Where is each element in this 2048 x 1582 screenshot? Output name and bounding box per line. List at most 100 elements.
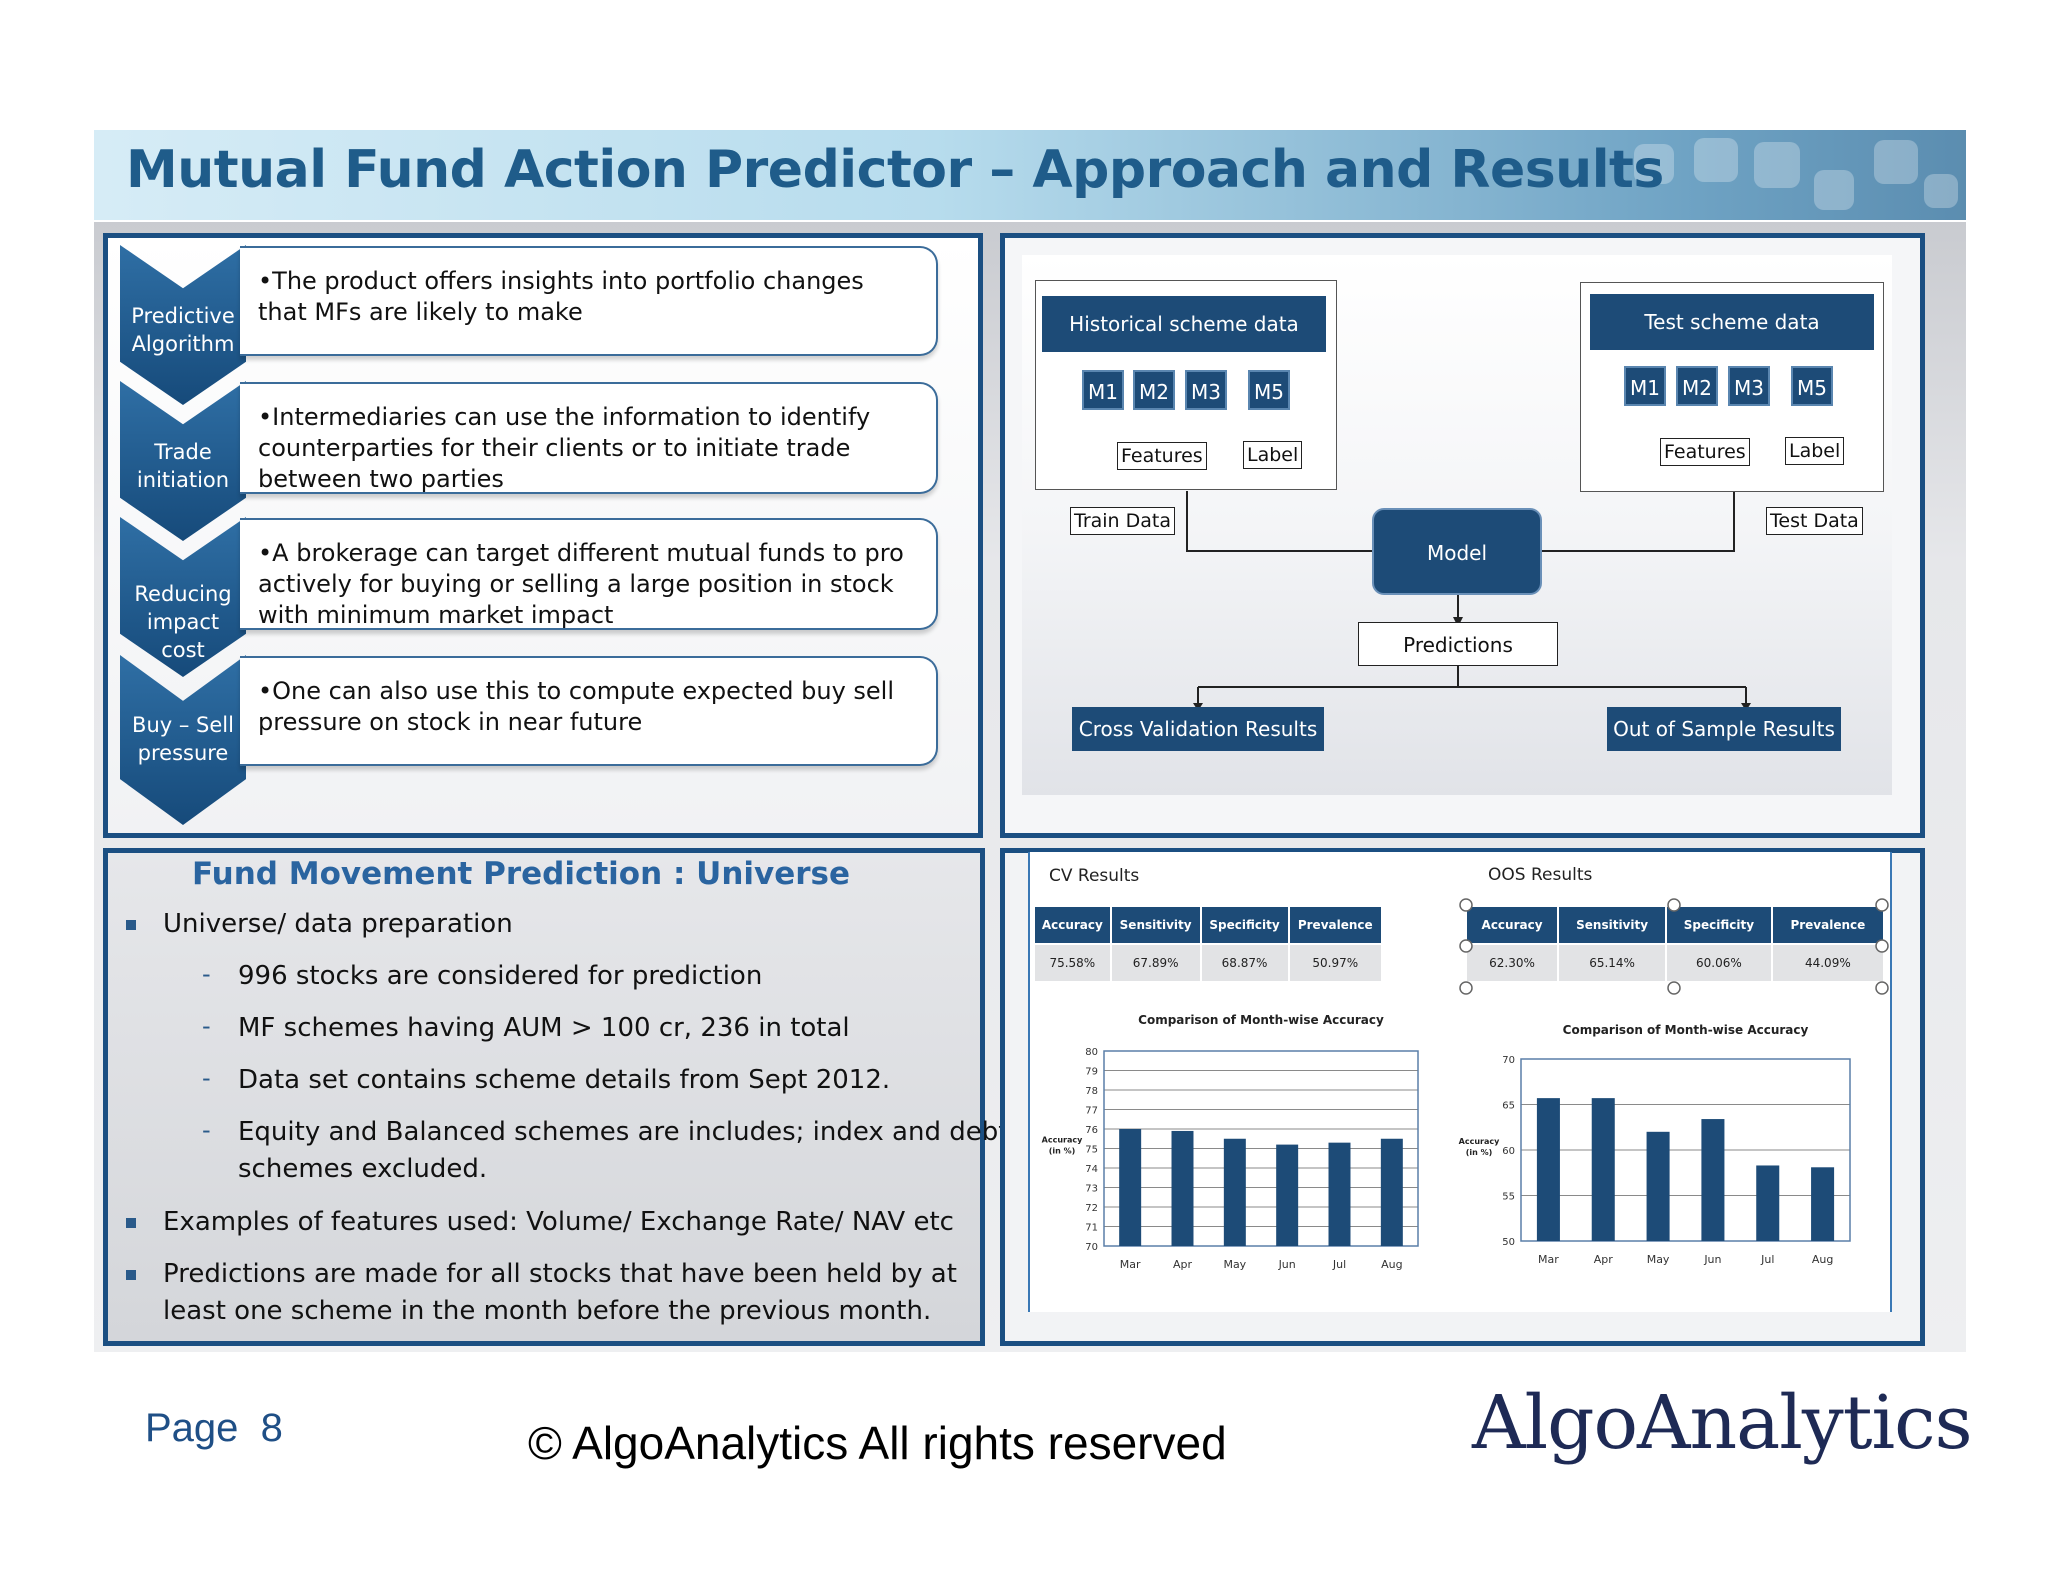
dash: - bbox=[202, 1116, 211, 1144]
label-line: Buy – Sell bbox=[132, 713, 234, 737]
header-specificity: Specificity bbox=[1199, 905, 1290, 945]
y-tick-label: 79 bbox=[1085, 1067, 1098, 1078]
chevron-label: Trade initiation bbox=[120, 438, 246, 494]
m3-box: M3 bbox=[1728, 366, 1770, 406]
universe-panel bbox=[103, 848, 985, 1346]
bar-may bbox=[1646, 1131, 1670, 1241]
bar-apr bbox=[1171, 1130, 1194, 1246]
approach-text: •The product offers insights into portfo… bbox=[240, 246, 938, 356]
cv-accuracy-chart: Comparison of Month-wise Accuracy 70 71 72 7… bbox=[1042, 1013, 1419, 1271]
model-box: Model bbox=[1372, 508, 1542, 595]
y-tick-label: 65 bbox=[1502, 1101, 1515, 1112]
cv-results-box: Cross Validation Results bbox=[1072, 707, 1324, 751]
page-number: Page 8 bbox=[145, 1406, 283, 1451]
y-axis-label-unit: (in %) bbox=[1049, 1147, 1076, 1156]
label-line: Reducing bbox=[134, 582, 232, 606]
header-accuracy: Accuracy bbox=[1464, 905, 1560, 945]
x-tick-label: Mar bbox=[1120, 1258, 1141, 1271]
y-tick-label: 78 bbox=[1085, 1086, 1098, 1097]
oos-accuracy-chart: Comparison of Month-wise Accuracy 50 55 60 6… bbox=[1459, 1023, 1851, 1266]
chart-title: Comparison of Month-wise Accuracy bbox=[1563, 1023, 1809, 1037]
y-tick-label: 70 bbox=[1502, 1055, 1515, 1066]
m1-box: M1 bbox=[1624, 366, 1666, 406]
bar-may bbox=[1223, 1138, 1246, 1246]
label-line: cost bbox=[161, 638, 205, 662]
bar-aug bbox=[1380, 1138, 1403, 1246]
bar-jul bbox=[1756, 1165, 1780, 1241]
bar-apr bbox=[1591, 1098, 1615, 1241]
plot-frame bbox=[1520, 1058, 1851, 1242]
chevron-label: Reducing impact cost bbox=[120, 580, 246, 664]
oos-sensitivity: 65.14% bbox=[1557, 943, 1668, 983]
bar-mar bbox=[1119, 1129, 1142, 1246]
label-line: Predictive bbox=[131, 304, 235, 328]
label-tag: Label bbox=[1243, 441, 1303, 469]
oos-prevalence: 44.09% bbox=[1770, 943, 1886, 983]
approach-text: •One can also use this to compute expect… bbox=[240, 656, 938, 766]
x-tick-label: May bbox=[1223, 1258, 1246, 1271]
test-data-tag: Test Data bbox=[1766, 507, 1863, 535]
universe-title: Fund Movement Prediction : Universe bbox=[192, 856, 851, 892]
y-tick-label: 77 bbox=[1085, 1106, 1098, 1117]
oos-results-title: OOS Results bbox=[1488, 865, 1593, 885]
test-scheme-data: Test scheme data bbox=[1590, 294, 1874, 350]
y-axis-label-unit: (in %) bbox=[1466, 1148, 1493, 1157]
label-tag: Label bbox=[1785, 437, 1845, 465]
company-logo: AlgoAnalytics bbox=[1472, 1380, 1973, 1466]
bullet bbox=[126, 920, 136, 930]
label-line: Algorithm bbox=[131, 332, 235, 356]
bar-jul bbox=[1328, 1142, 1351, 1246]
x-tick-label: Jun bbox=[1703, 1253, 1721, 1266]
page-label: Page bbox=[145, 1406, 239, 1450]
cv-specificity: 68.87% bbox=[1199, 943, 1290, 983]
cv-sensitivity: 67.89% bbox=[1109, 943, 1202, 983]
y-tick-label: 76 bbox=[1085, 1125, 1098, 1136]
historical-scheme-data: Historical scheme data bbox=[1042, 296, 1326, 352]
list-item: Equity and Balanced schemes are includes… bbox=[238, 1117, 1009, 1147]
y-tick-label: 71 bbox=[1085, 1223, 1098, 1234]
y-tick-label: 74 bbox=[1085, 1164, 1098, 1175]
label-line: Trade bbox=[154, 440, 212, 464]
m5-box: M5 bbox=[1791, 366, 1833, 406]
dash: - bbox=[202, 1064, 211, 1092]
features-tag: Features bbox=[1117, 442, 1207, 470]
m3-box: M3 bbox=[1185, 370, 1227, 410]
header-sensitivity: Sensitivity bbox=[1109, 905, 1202, 945]
oos-specificity: 60.06% bbox=[1665, 943, 1773, 983]
dash: - bbox=[202, 960, 211, 988]
x-tick-label: Aug bbox=[1381, 1258, 1402, 1271]
label-line: impact bbox=[146, 610, 220, 634]
bar-jun bbox=[1276, 1144, 1299, 1246]
bullet bbox=[126, 1270, 136, 1280]
predictions-box: Predictions bbox=[1358, 622, 1558, 666]
cv-prevalence: 50.97% bbox=[1287, 943, 1384, 983]
y-tick-label: 72 bbox=[1085, 1203, 1098, 1214]
header-sensitivity: Sensitivity bbox=[1557, 905, 1668, 945]
header-prevalence: Prevalence bbox=[1770, 905, 1886, 945]
dash: - bbox=[202, 1012, 211, 1040]
x-tick-label: Jul bbox=[1332, 1258, 1346, 1271]
chevron-label: Predictive Algorithm bbox=[120, 302, 246, 358]
features-tag: Features bbox=[1660, 438, 1750, 466]
bar-mar bbox=[1536, 1098, 1560, 1241]
x-tick-label: Mar bbox=[1538, 1253, 1559, 1266]
x-tick-label: Jun bbox=[1278, 1258, 1296, 1271]
approach-text: •Intermediaries can use the information … bbox=[240, 382, 938, 494]
m2-box: M2 bbox=[1133, 370, 1175, 410]
train-data-tag: Train Data bbox=[1070, 507, 1175, 535]
x-tick-label: May bbox=[1647, 1253, 1670, 1266]
oos-results-box: Out of Sample Results bbox=[1607, 707, 1841, 751]
x-tick-label: Apr bbox=[1173, 1258, 1193, 1271]
copyright: © AlgoAnalytics All rights reserved bbox=[528, 1417, 1227, 1469]
list-item: Predictions are made for all stocks that… bbox=[163, 1259, 957, 1289]
oos-results-table: Accuracy Sensitivity Specificity Prevale… bbox=[1464, 905, 1886, 983]
y-tick-label: 60 bbox=[1502, 1146, 1515, 1157]
page-title: Mutual Fund Action Predictor – Approach … bbox=[126, 140, 1664, 200]
page-value: 8 bbox=[260, 1406, 283, 1450]
title-banner: Mutual Fund Action Predictor – Approach … bbox=[94, 130, 1966, 220]
y-tick-label: 73 bbox=[1085, 1184, 1098, 1195]
list-item: Universe/ data preparation bbox=[163, 909, 513, 939]
list-item: 996 stocks are considered for prediction bbox=[238, 961, 763, 991]
list-item: Data set contains scheme details from Se… bbox=[238, 1065, 891, 1095]
list-item: schemes excluded. bbox=[238, 1154, 488, 1184]
